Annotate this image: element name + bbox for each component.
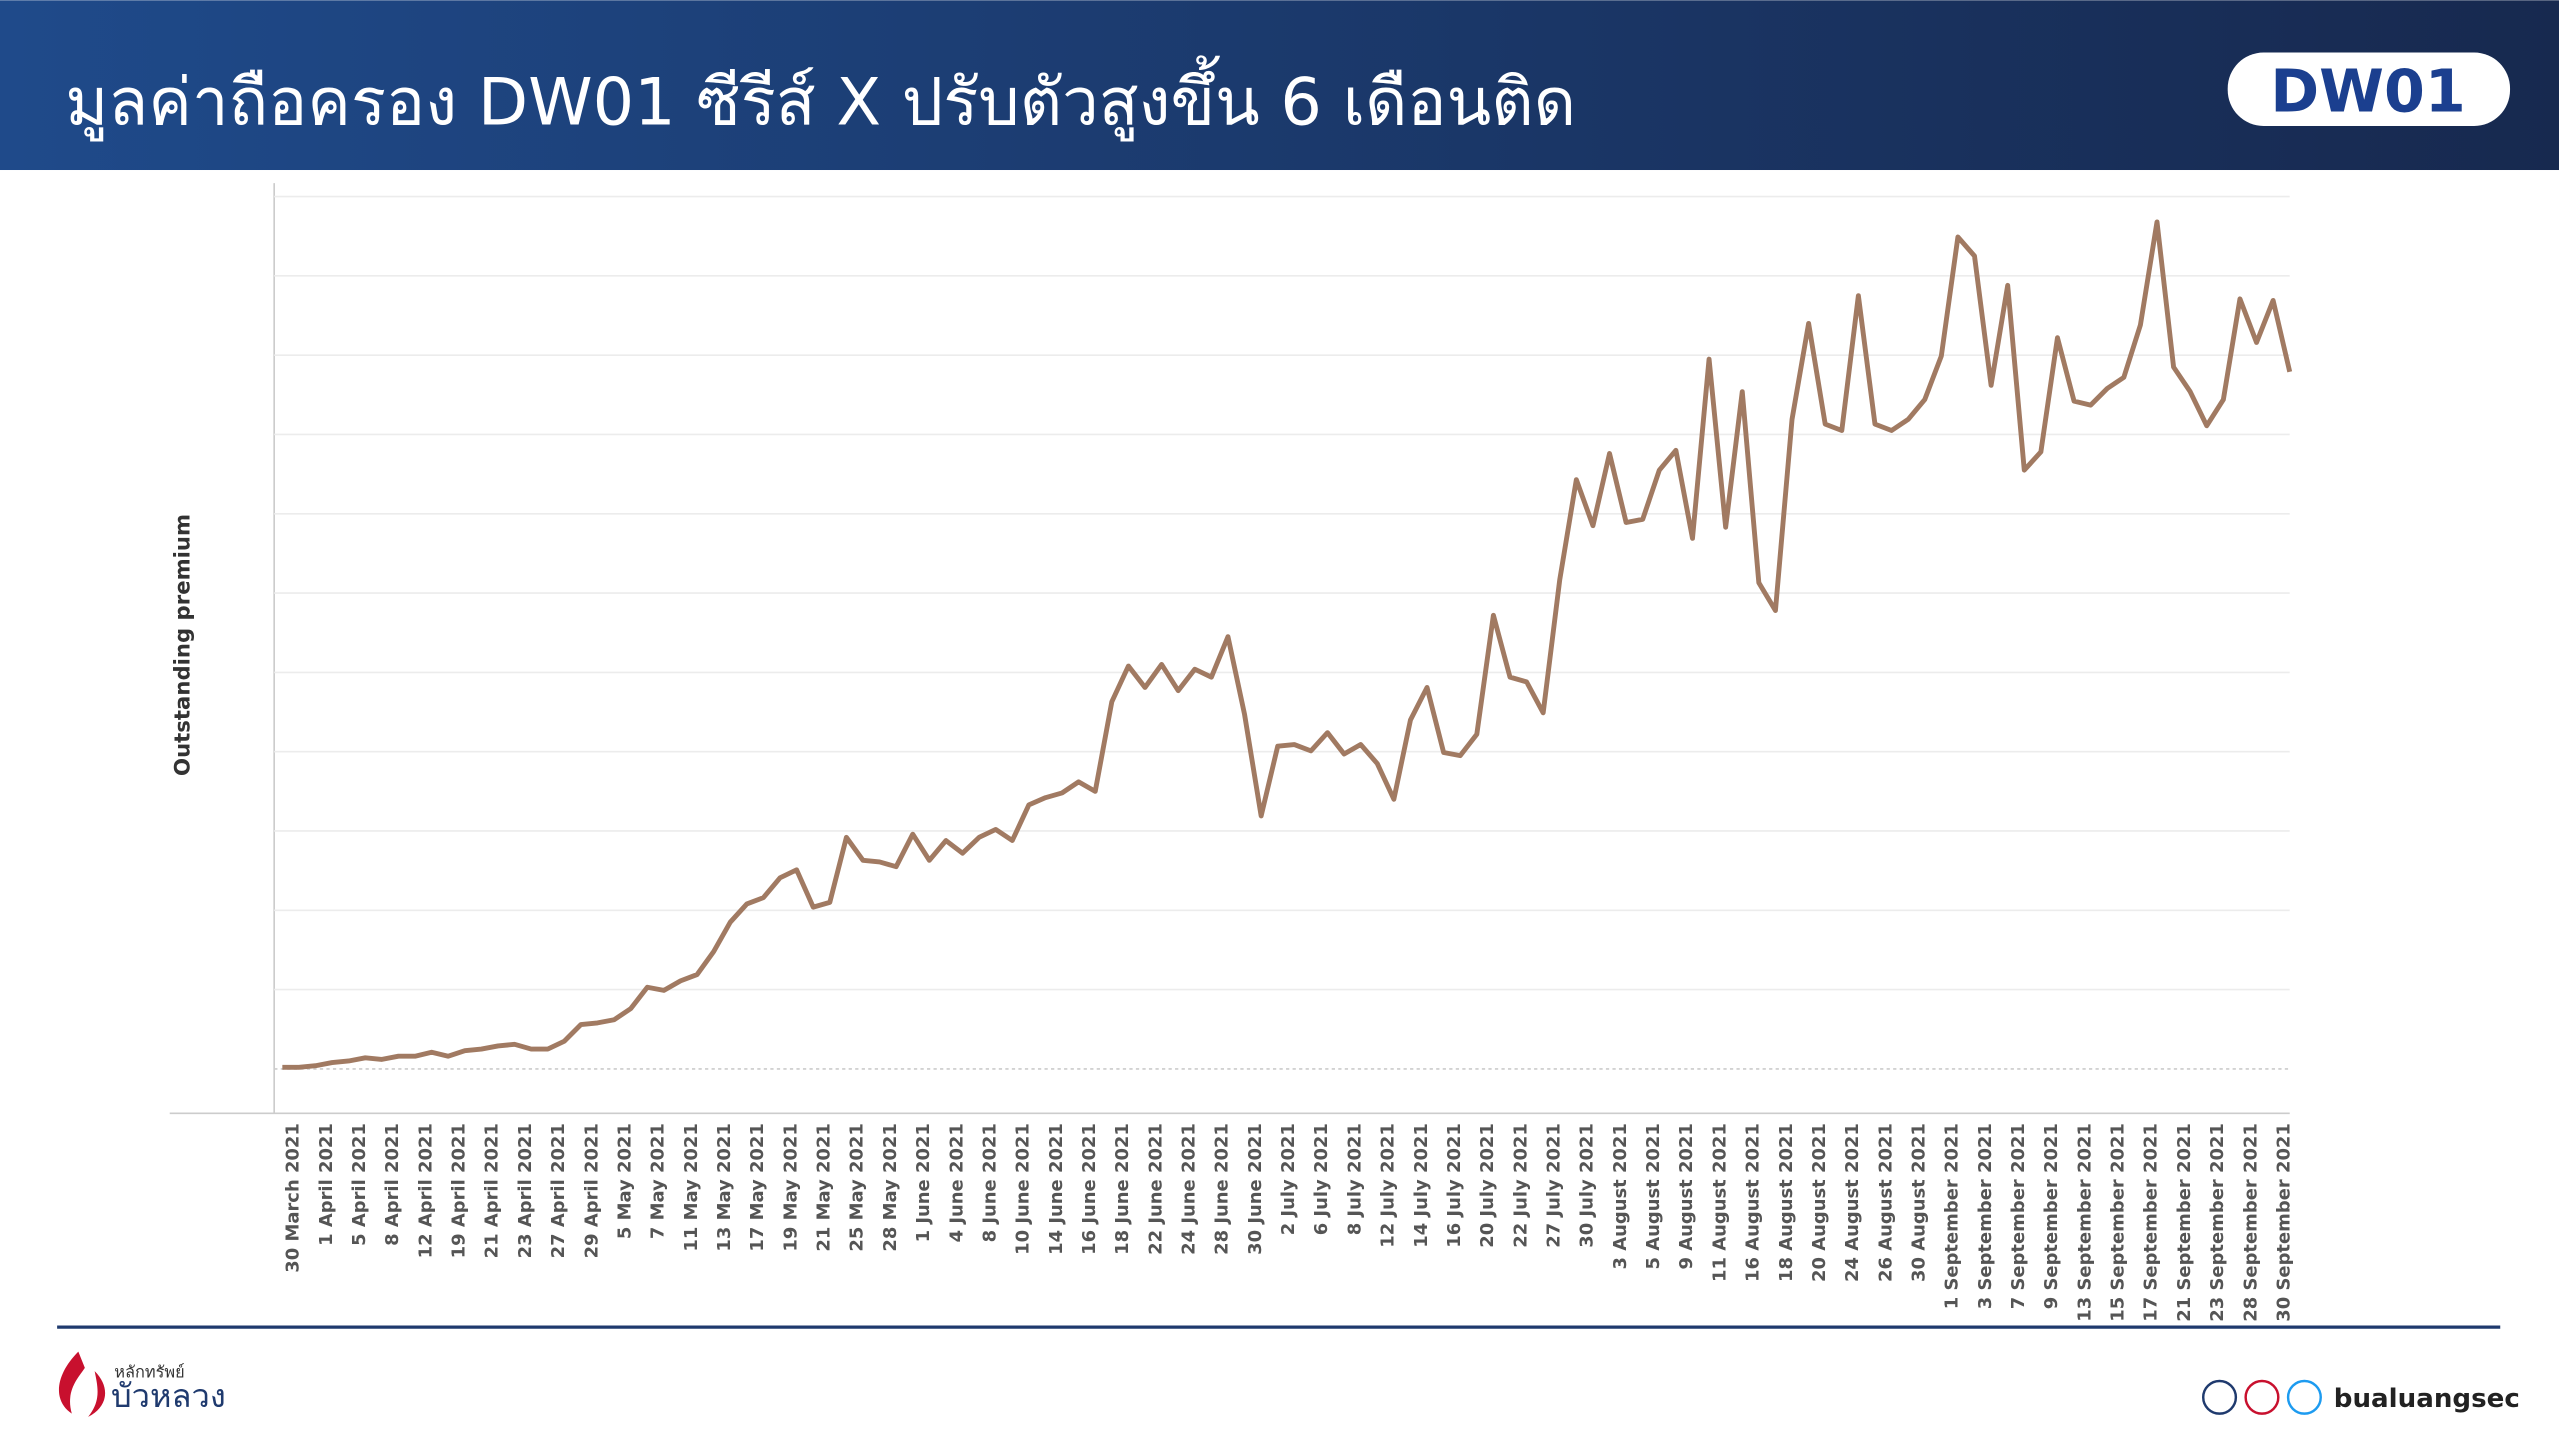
x-tick-label: 17 May 2021 bbox=[747, 1123, 768, 1251]
x-tick-label: 23 April 2021 bbox=[515, 1123, 536, 1258]
x-tick-label: 16 July 2021 bbox=[1444, 1123, 1465, 1248]
x-tick-label: 30 June 2021 bbox=[1245, 1123, 1266, 1255]
x-tick-label: 30 September 2021 bbox=[2273, 1123, 2294, 1322]
x-tick-label: 29 April 2021 bbox=[581, 1123, 602, 1258]
x-tick-label: 30 August 2021 bbox=[1908, 1123, 1929, 1282]
x-tick-label: 8 July 2021 bbox=[1344, 1123, 1365, 1235]
x-tick-label: 14 July 2021 bbox=[1411, 1123, 1432, 1248]
x-tick-label: 22 June 2021 bbox=[1145, 1123, 1166, 1255]
x-tick-label: 9 September 2021 bbox=[2041, 1123, 2062, 1309]
x-tick-label: 11 May 2021 bbox=[681, 1123, 702, 1251]
x-tick-label: 30 March 2021 bbox=[283, 1123, 304, 1273]
x-tick-label: 27 April 2021 bbox=[548, 1123, 569, 1258]
twitter-icon bbox=[2286, 1379, 2322, 1415]
x-tick-label: 20 July 2021 bbox=[1477, 1123, 1498, 1248]
x-tick-label: 24 June 2021 bbox=[1179, 1123, 1200, 1255]
x-tick-label: 28 June 2021 bbox=[1212, 1123, 1233, 1255]
x-tick-label: 19 May 2021 bbox=[780, 1123, 801, 1251]
x-tick-label: 16 August 2021 bbox=[1743, 1123, 1764, 1282]
x-tick-label: 20 August 2021 bbox=[1809, 1123, 1830, 1282]
x-tick-label: 13 May 2021 bbox=[714, 1123, 735, 1251]
x-tick-label: 18 June 2021 bbox=[1112, 1123, 1133, 1255]
x-tick-label: 3 September 2021 bbox=[1975, 1123, 1996, 1309]
x-tick-label: 1 April 2021 bbox=[316, 1123, 337, 1246]
x-tick-label: 14 June 2021 bbox=[1046, 1123, 1067, 1255]
x-tick-label: 21 May 2021 bbox=[814, 1123, 835, 1251]
data-line bbox=[282, 219, 2293, 1070]
x-tick-label: 15 September 2021 bbox=[2108, 1123, 2129, 1322]
x-tick-label: 13 September 2021 bbox=[2074, 1123, 2095, 1322]
x-tick-label: 27 July 2021 bbox=[1543, 1123, 1564, 1248]
brand-icon bbox=[58, 1351, 106, 1417]
x-tick-label: 19 April 2021 bbox=[449, 1123, 470, 1258]
x-tick-label: 28 May 2021 bbox=[880, 1123, 901, 1251]
facebook-icon bbox=[2201, 1379, 2238, 1415]
x-tick-label: 5 May 2021 bbox=[614, 1123, 635, 1239]
x-tick-label: 21 September 2021 bbox=[2174, 1123, 2195, 1322]
logo-pill bbox=[2227, 52, 2511, 126]
x-tick-label: 2 July 2021 bbox=[1278, 1123, 1299, 1235]
x-tick-label: 12 April 2021 bbox=[415, 1123, 436, 1258]
title: มูลค่าถือครอง DW01 ซีรีส์ X ปรับตัวสูงขึ… bbox=[65, 54, 1576, 141]
x-tick-label: 3 August 2021 bbox=[1610, 1123, 1631, 1269]
x-tick-label: 6 July 2021 bbox=[1311, 1123, 1332, 1235]
x-tick-label: 17 September 2021 bbox=[2141, 1123, 2162, 1322]
x-tick-label: 22 July 2021 bbox=[1510, 1123, 1531, 1248]
x-tick-label: 1 June 2021 bbox=[913, 1123, 934, 1242]
x-tick-label: 7 May 2021 bbox=[648, 1123, 669, 1239]
x-tick-label: 18 August 2021 bbox=[1776, 1123, 1797, 1282]
logo: DW01 bbox=[2270, 56, 2465, 125]
x-tick-label: 24 August 2021 bbox=[1842, 1123, 1863, 1282]
brand: บัวหลวง bbox=[111, 1377, 226, 1415]
x-tick-label: 1 September 2021 bbox=[1942, 1123, 1963, 1309]
x-tick-label: 12 July 2021 bbox=[1378, 1123, 1399, 1248]
x-tick-label: 7 September 2021 bbox=[2008, 1123, 2029, 1309]
y-axis-label: Outstanding premium bbox=[170, 514, 195, 776]
x-tick-label: 28 September 2021 bbox=[2240, 1123, 2261, 1322]
brand-small: หลักทรัพย์ bbox=[114, 1363, 184, 1382]
x-tick-label: 5 August 2021 bbox=[1643, 1123, 1664, 1269]
x-tick-label: 4 June 2021 bbox=[946, 1123, 967, 1242]
x-tick-label: 5 April 2021 bbox=[349, 1123, 370, 1246]
x-tick-label: 8 June 2021 bbox=[979, 1123, 1000, 1242]
x-tick-label: 9 August 2021 bbox=[1676, 1123, 1697, 1269]
youtube-icon bbox=[2244, 1379, 2280, 1415]
x-tick-label: 8 April 2021 bbox=[382, 1123, 403, 1246]
social-handle: bualuangsec bbox=[2334, 1384, 2520, 1414]
x-tick-label: 11 August 2021 bbox=[1709, 1123, 1730, 1282]
header-bar bbox=[0, 0, 2559, 171]
x-tick-label: 10 June 2021 bbox=[1013, 1123, 1034, 1255]
x-tick-label: 16 June 2021 bbox=[1079, 1123, 1100, 1255]
x-tick-label: 26 August 2021 bbox=[1875, 1123, 1896, 1282]
x-tick-label: 30 July 2021 bbox=[1577, 1123, 1598, 1248]
x-tick-label: 25 May 2021 bbox=[847, 1123, 868, 1251]
x-tick-label: 21 April 2021 bbox=[482, 1123, 503, 1258]
x-tick-label: 23 September 2021 bbox=[2207, 1123, 2228, 1322]
